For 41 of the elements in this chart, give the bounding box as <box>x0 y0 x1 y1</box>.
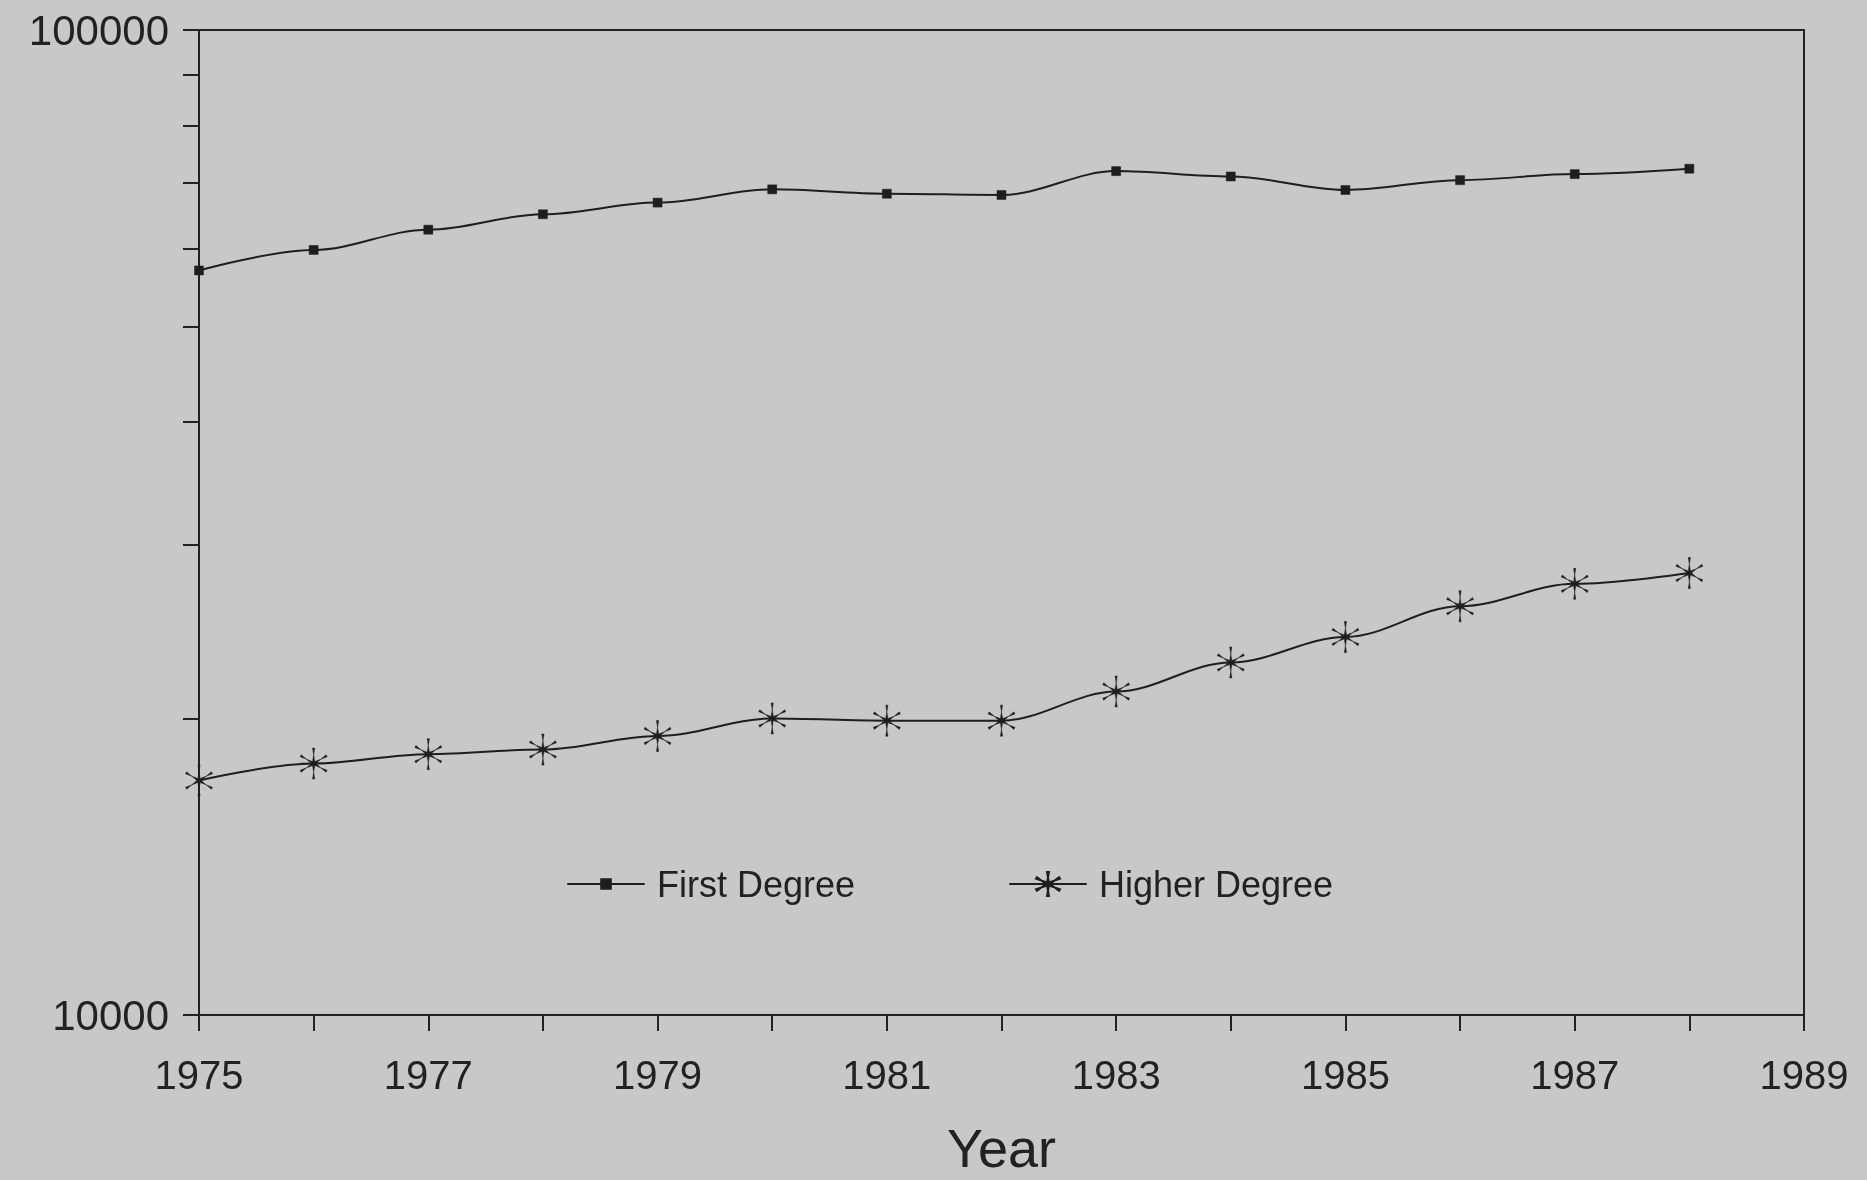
point <box>1455 175 1465 185</box>
point <box>1217 646 1245 679</box>
point <box>1226 171 1236 182</box>
point <box>873 704 901 737</box>
x-tick-label: 1989 <box>1759 1053 1849 1097</box>
point <box>758 702 786 735</box>
x-tick-label: 1987 <box>1530 1053 1620 1097</box>
point <box>1111 166 1121 176</box>
point <box>1340 185 1351 195</box>
x-axis-title: Year <box>946 1118 1057 1178</box>
y-tick-label: 100000 <box>28 6 169 54</box>
y-tick-label: 10000 <box>52 991 169 1039</box>
legend-label: Higher Degree <box>1099 863 1334 905</box>
point <box>1569 169 1580 179</box>
x-tick-label: 1979 <box>613 1053 703 1097</box>
x-tick-label: 1985 <box>1300 1053 1390 1097</box>
point <box>414 738 443 770</box>
point <box>1560 568 1589 600</box>
point <box>1331 621 1360 653</box>
point <box>1102 675 1130 708</box>
x-tick-label: 1977 <box>383 1053 473 1097</box>
point <box>185 764 213 797</box>
point <box>996 190 1007 200</box>
x-tick-label: 1975 <box>154 1053 244 1097</box>
x-tick-label: 1983 <box>1071 1053 1161 1097</box>
x-tick-label: 1981 <box>842 1053 932 1097</box>
point <box>882 188 892 199</box>
point <box>423 224 434 235</box>
point <box>767 184 777 195</box>
point <box>652 197 663 208</box>
point <box>308 245 319 255</box>
legend-label: First Degree <box>657 863 856 905</box>
point <box>643 720 672 752</box>
point <box>1684 164 1695 174</box>
point <box>529 733 557 766</box>
point <box>1675 557 1704 589</box>
point <box>1446 590 1474 622</box>
point <box>538 209 548 220</box>
point <box>194 265 204 276</box>
point <box>987 704 1016 737</box>
point <box>299 747 328 780</box>
